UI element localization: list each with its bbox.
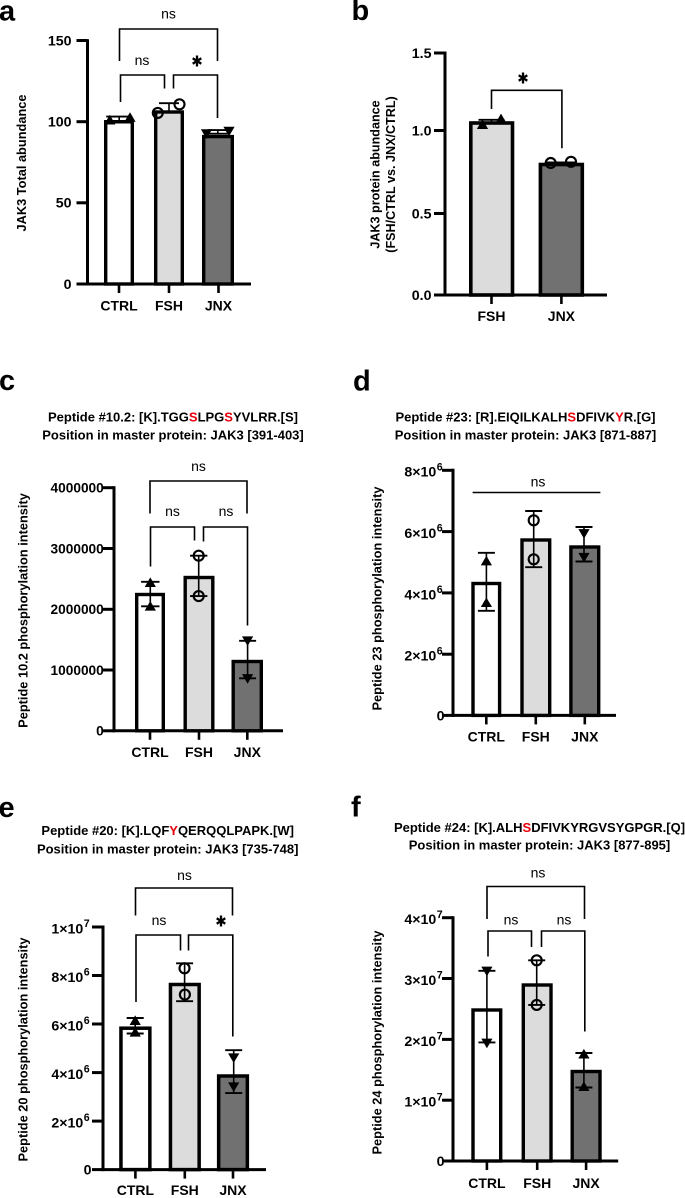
svg-text:e: e xyxy=(0,792,15,824)
svg-text:ns: ns xyxy=(219,503,234,519)
svg-text:CTRL: CTRL xyxy=(117,1182,155,1198)
svg-text:4×10: 4×10 xyxy=(404,912,436,928)
svg-text:ns: ns xyxy=(531,865,546,881)
svg-text:4×10: 4×10 xyxy=(404,587,436,603)
svg-text:Position in master protein: JA: Position in master protein: JAK3 [735-74… xyxy=(37,842,299,857)
svg-text:1.5: 1.5 xyxy=(412,46,432,62)
svg-text:JNX: JNX xyxy=(234,744,262,760)
svg-text:ns: ns xyxy=(504,912,519,928)
svg-text:0: 0 xyxy=(96,724,104,739)
svg-text:Peptide 23 phosphorylation int: Peptide 23 phosphorylation intensity xyxy=(370,486,385,711)
svg-text:50: 50 xyxy=(56,196,72,212)
svg-text:6: 6 xyxy=(84,1064,90,1076)
svg-text:150: 150 xyxy=(48,33,72,49)
svg-text:a: a xyxy=(0,0,16,28)
svg-text:ns: ns xyxy=(135,52,150,68)
svg-text:Peptide 20 phosphorylation int: Peptide 20 phosphorylation intensity xyxy=(16,937,31,1162)
svg-text:0: 0 xyxy=(437,1154,445,1170)
svg-text:JAK3 protein abundance(FSH/CTR: JAK3 protein abundance (FSH/CTRL vs. JNX/… xyxy=(369,96,399,253)
svg-text:f: f xyxy=(351,792,361,824)
svg-text:2000000: 2000000 xyxy=(51,602,105,617)
svg-text:Peptide 10.2 phosphorylation i: Peptide 10.2 phosphorylation intensity xyxy=(16,492,31,728)
svg-text:ns: ns xyxy=(177,867,192,883)
svg-text:7: 7 xyxy=(437,1031,443,1043)
svg-text:Position in master protein: JA: Position in master protein: JAK3 [871-88… xyxy=(395,428,657,443)
svg-text:Peptide #24: [K].ALHSDFIVKYRGV: Peptide #24: [K].ALHSDFIVKYRGVSYGPGR.[Q] xyxy=(394,820,685,835)
svg-text:JNX: JNX xyxy=(205,298,233,314)
svg-text:6: 6 xyxy=(437,584,443,596)
svg-text:CTRL: CTRL xyxy=(100,298,138,314)
svg-text:JNX: JNX xyxy=(219,1182,247,1198)
svg-text:8×10: 8×10 xyxy=(404,465,436,481)
svg-text:CTRL: CTRL xyxy=(468,729,506,745)
svg-text:JNX: JNX xyxy=(572,1175,600,1191)
svg-text:0: 0 xyxy=(84,1163,92,1179)
svg-text:b: b xyxy=(352,0,370,27)
svg-text:FSH: FSH xyxy=(522,729,550,745)
svg-text:4000000: 4000000 xyxy=(51,481,105,496)
svg-text:1.0: 1.0 xyxy=(412,123,432,139)
svg-text:ns: ns xyxy=(152,912,167,928)
svg-text:6: 6 xyxy=(84,1015,90,1027)
svg-text:ns: ns xyxy=(531,474,546,490)
svg-text:CTRL: CTRL xyxy=(131,744,169,760)
svg-text:Peptide 24 phosphorylation int: Peptide 24 phosphorylation intensity xyxy=(370,930,385,1155)
svg-text:Position in master protein: JA: Position in master protein: JAK3 [391-40… xyxy=(42,428,304,443)
svg-text:6: 6 xyxy=(437,461,443,473)
svg-text:ns: ns xyxy=(191,458,206,474)
svg-text:0.5: 0.5 xyxy=(412,206,432,222)
svg-text:JAK3 Total abundance: JAK3 Total abundance xyxy=(14,95,29,232)
svg-text:ns: ns xyxy=(161,6,176,22)
svg-text:4×10: 4×10 xyxy=(51,1067,83,1083)
svg-text:2×10: 2×10 xyxy=(404,649,436,665)
svg-text:ns: ns xyxy=(557,912,572,928)
svg-text:2×10: 2×10 xyxy=(51,1116,83,1132)
svg-text:6: 6 xyxy=(437,523,443,535)
svg-text:7: 7 xyxy=(437,909,443,921)
svg-text:7: 7 xyxy=(437,970,443,982)
svg-text:100: 100 xyxy=(48,115,72,131)
svg-text:FSH: FSH xyxy=(185,744,213,760)
svg-text:Peptide #10.2: [K].TGGSLPGSYVL: Peptide #10.2: [K].TGGSLPGSYVLRR.[S] xyxy=(48,410,298,425)
svg-text:7: 7 xyxy=(84,918,90,930)
svg-text:6×10: 6×10 xyxy=(51,1018,83,1034)
svg-text:FSH: FSH xyxy=(478,308,506,324)
svg-text:FSH: FSH xyxy=(171,1182,199,1198)
svg-text:8×10: 8×10 xyxy=(51,970,83,986)
svg-text:3×10: 3×10 xyxy=(404,973,436,989)
svg-text:6: 6 xyxy=(437,645,443,657)
svg-text:Position in master protein: JA: Position in master protein: JAK3 [877-89… xyxy=(409,838,671,853)
svg-text:ns: ns xyxy=(165,503,180,519)
svg-text:d: d xyxy=(353,366,371,398)
svg-text:6×10: 6×10 xyxy=(404,526,436,542)
svg-text:1×10: 1×10 xyxy=(404,1095,436,1111)
svg-text:JNX: JNX xyxy=(571,729,599,745)
svg-text:FSH: FSH xyxy=(155,298,183,314)
svg-text:0.0: 0.0 xyxy=(412,288,432,304)
svg-text:3000000: 3000000 xyxy=(51,541,105,556)
svg-text:2×10: 2×10 xyxy=(404,1034,436,1050)
svg-text:6: 6 xyxy=(84,967,90,979)
svg-text:7: 7 xyxy=(437,1091,443,1103)
svg-text:JNX: JNX xyxy=(548,308,576,324)
svg-text:CTRL: CTRL xyxy=(468,1175,506,1191)
svg-text:0: 0 xyxy=(64,277,72,293)
svg-text:Peptide #23: [R].EIQILKALHSDFI: Peptide #23: [R].EIQILKALHSDFIVKYR.[G] xyxy=(395,410,655,425)
svg-text:1×10: 1×10 xyxy=(51,921,83,937)
svg-text:0: 0 xyxy=(437,708,445,724)
svg-text:FSH: FSH xyxy=(523,1175,551,1191)
svg-text:Peptide #20: [K].LQFYQERQQLPAP: Peptide #20: [K].LQFYQERQQLPAPK.[W] xyxy=(41,823,294,838)
svg-text:c: c xyxy=(0,365,15,397)
svg-text:1000000: 1000000 xyxy=(51,663,105,678)
svg-text:6: 6 xyxy=(84,1112,90,1124)
